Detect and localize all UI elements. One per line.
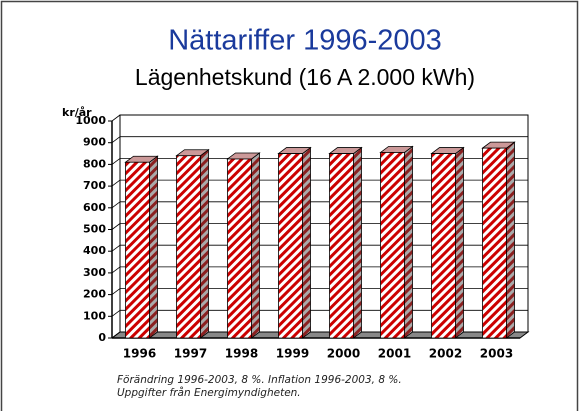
chart-title: Nättariffer 1996-2003 — [168, 25, 442, 57]
bar-front — [278, 153, 303, 339]
grid-line — [111, 223, 121, 230]
bar-front — [482, 147, 507, 339]
bar-front — [380, 152, 405, 339]
plot-floor — [110, 331, 530, 339]
grid-line — [111, 114, 121, 122]
y-tick-label: 0 — [98, 331, 106, 344]
bar-side — [200, 148, 209, 339]
bar — [277, 146, 312, 339]
y-tick-label: 900 — [83, 136, 106, 149]
note: Förändring 1996-2003, 8 %. Inflation 199… — [117, 374, 402, 386]
x-tick-label: 2002 — [429, 347, 462, 361]
x-tick-label: 1997 — [174, 347, 207, 361]
y-tick-label: 500 — [83, 223, 106, 236]
grid-line — [111, 136, 121, 144]
bar-side — [404, 145, 413, 339]
grid-line — [111, 201, 121, 209]
y-axis-label: kr/år — [62, 106, 92, 119]
bar-side — [149, 155, 158, 339]
grid-line — [111, 309, 121, 317]
y-tick-label: 700 — [83, 179, 106, 192]
bar — [226, 152, 261, 339]
x-tick-label: 2001 — [378, 347, 411, 361]
bar-front — [176, 155, 201, 339]
x-tick-label: 1999 — [276, 347, 309, 361]
x-tick-label: 1998 — [225, 347, 258, 361]
bar — [175, 148, 210, 339]
bar — [124, 155, 159, 339]
y-tick-label: 800 — [83, 157, 106, 170]
bar — [430, 146, 465, 339]
y-tick-label: 100 — [83, 309, 106, 322]
grid-line — [111, 158, 121, 165]
bar-front — [227, 158, 252, 339]
chart-subtitle: Lägenhetskund (16 A 2.000 kWh) — [135, 64, 475, 90]
bar — [379, 145, 414, 339]
bar-front — [329, 153, 354, 339]
bar-front — [125, 161, 150, 339]
grid-line — [111, 266, 121, 274]
bar-side — [251, 152, 260, 339]
y-tick-label: 200 — [83, 288, 106, 301]
bar-front — [431, 153, 456, 339]
grid-line — [111, 331, 121, 339]
x-tick-label: 2003 — [480, 347, 513, 361]
bar-side — [302, 146, 311, 339]
grid-line — [111, 288, 121, 295]
bar-side — [506, 141, 515, 339]
bar-side — [353, 146, 362, 339]
x-tick-label: 1996 — [123, 347, 156, 361]
bar-side — [455, 146, 464, 339]
grid-line — [111, 244, 121, 252]
note: Uppgifter från Energimyndigheten. — [117, 386, 301, 399]
y-tick-label: 400 — [83, 244, 106, 257]
x-tick-label: 2000 — [327, 347, 360, 361]
y-tick-label: 1000 — [75, 114, 106, 127]
grid-line — [111, 179, 121, 187]
y-tick-label: 300 — [83, 266, 106, 279]
bar — [481, 141, 516, 339]
bar — [328, 146, 363, 339]
y-tick-label: 600 — [83, 201, 106, 214]
